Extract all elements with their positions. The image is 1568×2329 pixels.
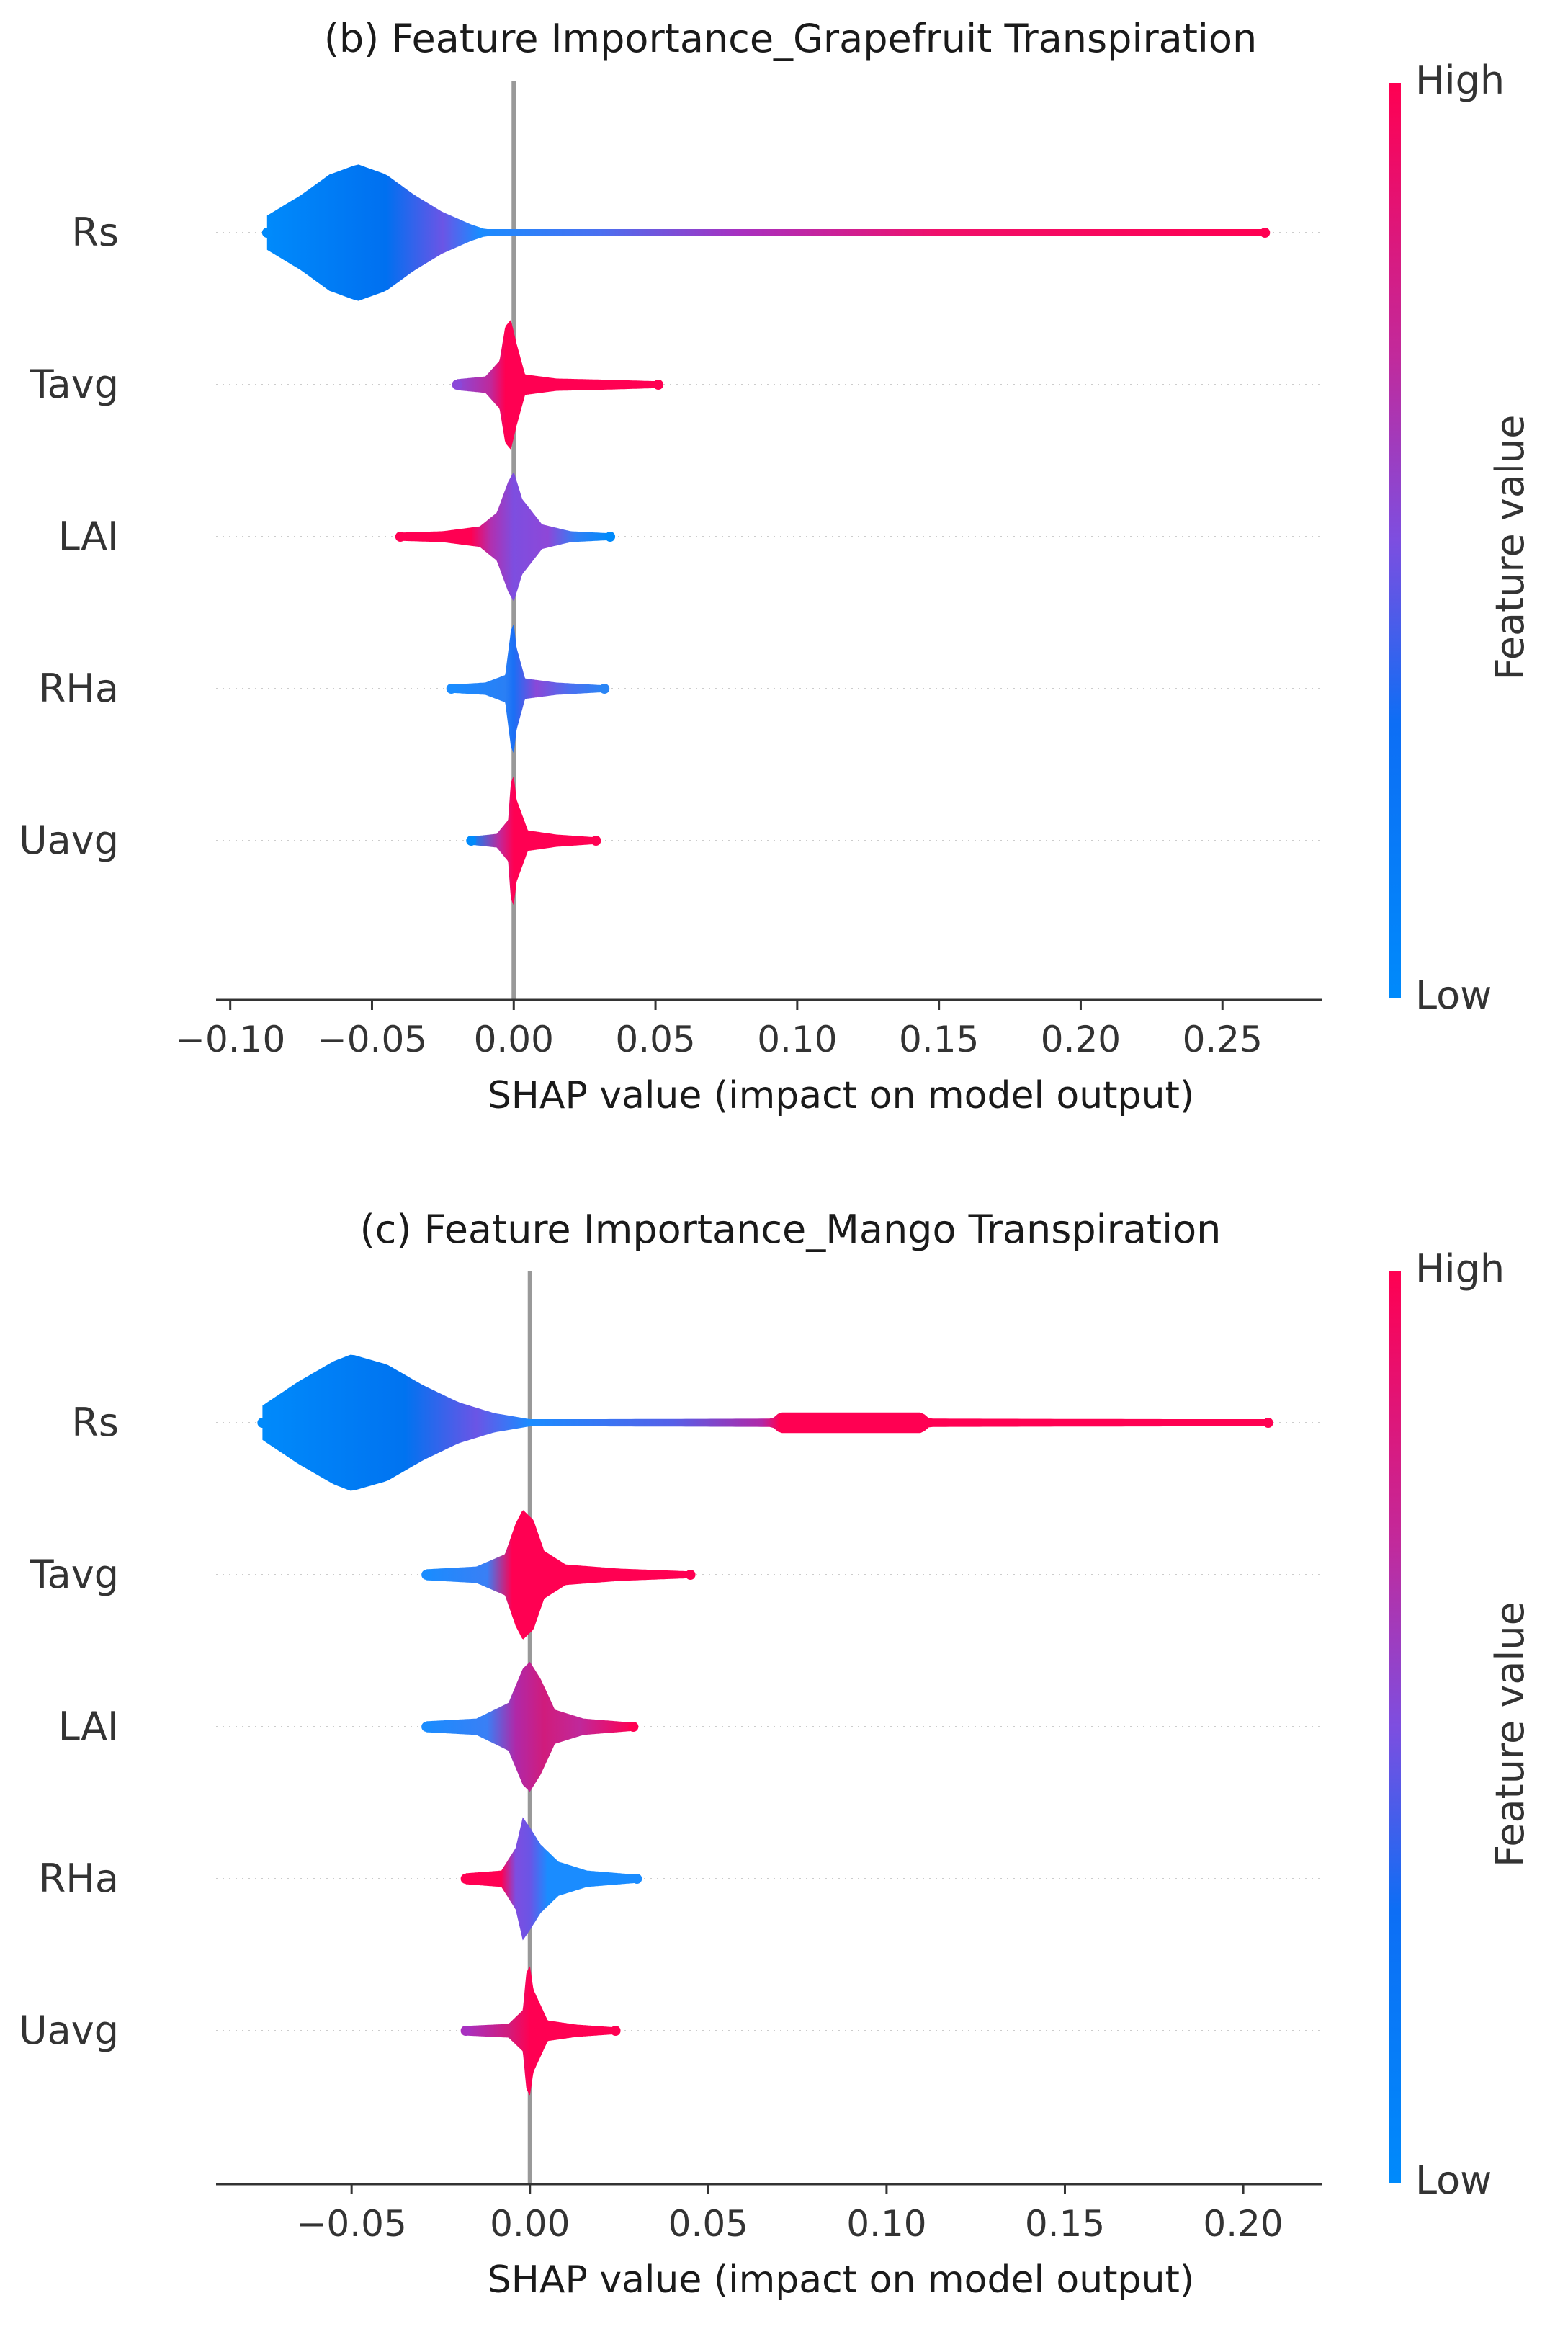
shap-distribution	[426, 1661, 634, 1792]
point	[599, 684, 610, 694]
shap-distribution	[465, 1817, 637, 1941]
point	[421, 1722, 432, 1732]
feature-label: Uavg	[19, 818, 119, 863]
colorbar-low-label: Low	[1415, 973, 1492, 1018]
x-axis-label: SHAP value (impact on model output)	[488, 2258, 1194, 2302]
x-axis-label: SHAP value (impact on model output)	[488, 1074, 1194, 1117]
point	[460, 1874, 471, 1884]
feature-row-lai: LAI	[58, 1661, 1322, 1792]
chart-title: (c) Feature Importance_Mango Transpirati…	[360, 1207, 1222, 1252]
shap-distribution	[457, 320, 658, 450]
feature-label: Tavg	[30, 362, 119, 407]
point	[653, 380, 663, 390]
feature-label: LAI	[58, 514, 119, 559]
x-tick-label: 0.05	[668, 2203, 748, 2245]
point	[1263, 1418, 1273, 1428]
point	[632, 1874, 642, 1884]
x-tick-label: 0.00	[474, 1019, 554, 1060]
x-tick-label: −0.05	[297, 2203, 407, 2245]
chart-panel-mango: (c) Feature Importance_Mango Transpirati…	[19, 1207, 1533, 2302]
colorbar-low-label: Low	[1415, 2158, 1492, 2203]
colorbar-gradient	[1389, 1271, 1401, 2183]
point	[1260, 228, 1271, 238]
feature-label: RHa	[39, 1856, 119, 1901]
point	[395, 532, 406, 542]
point	[610, 2026, 621, 2036]
point	[628, 1722, 639, 1732]
colorbar-axis-label: Feature value	[1487, 415, 1533, 681]
feature-row-uavg: Uavg	[19, 1966, 1322, 2096]
x-tick-label: 0.20	[1203, 2203, 1283, 2245]
chart-panel-grapefruit: (b) Feature Importance_Grapefruit Transp…	[19, 16, 1533, 1117]
feature-row-rs: Rs	[71, 1354, 1322, 1491]
point	[605, 532, 616, 542]
feature-label: Tavg	[30, 1552, 119, 1597]
colorbar: High Low Feature value	[1389, 1246, 1533, 2203]
shap-distribution	[266, 164, 1265, 301]
feature-row-lai: LAI	[58, 472, 1322, 602]
feature-row-uavg: Uavg	[19, 776, 1322, 906]
point	[421, 1570, 432, 1580]
point	[261, 228, 272, 238]
point	[257, 1418, 268, 1428]
x-tick-label: −0.10	[175, 1019, 285, 1060]
feature-label: LAI	[58, 1704, 119, 1749]
x-tick-label: 0.00	[490, 2203, 570, 2245]
x-tick-label: 0.20	[1041, 1019, 1121, 1060]
feature-row-rha: RHa	[39, 625, 1322, 753]
shap-distribution	[426, 1510, 691, 1640]
shap-distribution	[471, 776, 596, 906]
x-tick-label: 0.10	[757, 1019, 837, 1060]
feature-row-tavg: Tavg	[30, 1510, 1322, 1640]
shap-distribution	[400, 472, 611, 602]
x-tick-label: 0.25	[1183, 1019, 1263, 1060]
colorbar-gradient	[1389, 83, 1401, 998]
point	[466, 836, 477, 846]
point	[452, 380, 462, 390]
x-tick-label: 0.10	[846, 2203, 926, 2245]
point	[446, 684, 457, 694]
shap-distribution	[262, 1354, 1268, 1491]
point	[591, 836, 601, 846]
feature-label: Uavg	[19, 2008, 119, 2053]
feature-label: Rs	[71, 210, 119, 255]
point	[685, 1570, 696, 1580]
x-tick-label: −0.05	[317, 1019, 427, 1060]
colorbar-axis-label: Feature value	[1487, 1601, 1533, 1867]
colorbar: High Low Feature value	[1389, 58, 1533, 1018]
colorbar-high-label: High	[1415, 1246, 1505, 1292]
colorbar-high-label: High	[1415, 58, 1505, 103]
feature-row-rha: RHa	[39, 1817, 1322, 1941]
chart-title: (b) Feature Importance_Grapefruit Transp…	[324, 16, 1257, 61]
feature-row-tavg: Tavg	[30, 320, 1322, 450]
x-tick-label: 0.05	[615, 1019, 695, 1060]
shap-distribution	[465, 1966, 616, 2096]
shap-distribution	[451, 625, 605, 753]
feature-row-rs: Rs	[71, 164, 1322, 301]
feature-label: Rs	[71, 1400, 119, 1445]
x-tick-label: 0.15	[899, 1019, 979, 1060]
point	[460, 2026, 471, 2036]
x-tick-label: 0.15	[1025, 2203, 1105, 2245]
feature-label: RHa	[39, 666, 119, 711]
